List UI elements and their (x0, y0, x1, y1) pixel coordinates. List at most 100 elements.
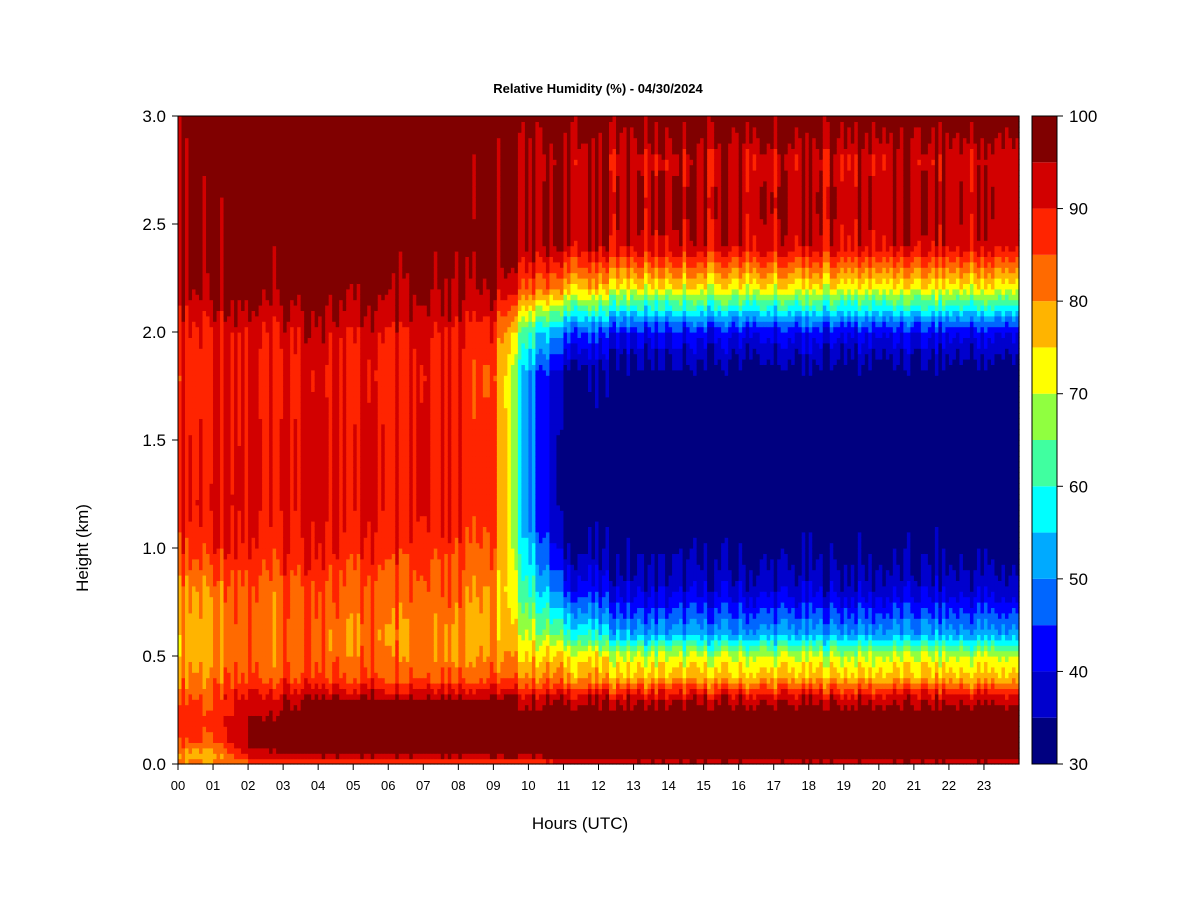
heatmap-cell (199, 278, 204, 284)
heatmap-cell (290, 456, 295, 463)
heatmap-cell (213, 591, 218, 598)
heatmap-cell (181, 191, 186, 198)
heatmap-cell (318, 202, 323, 209)
heatmap-cell (192, 418, 197, 425)
heatmap-cell (286, 531, 291, 538)
heatmap-cell (272, 391, 277, 398)
heatmap-cell (185, 715, 190, 722)
heatmap-cell (318, 191, 323, 198)
heatmap-cell (223, 602, 228, 608)
heatmap-cell (230, 710, 235, 716)
heatmap-cell (213, 450, 218, 457)
heatmap-cell (297, 153, 302, 160)
heatmap-cell (227, 353, 232, 360)
heatmap-cell (283, 310, 288, 317)
heatmap-cell (265, 229, 270, 236)
heatmap-cell (300, 434, 305, 441)
heatmap-cell (181, 116, 186, 122)
heatmap-cell (188, 618, 193, 625)
heatmap-cell (311, 558, 316, 565)
heatmap-cell (244, 283, 249, 290)
heatmap-cell (290, 310, 295, 317)
heatmap-cell (181, 553, 186, 560)
heatmap-cell (314, 353, 319, 360)
heatmap-cell (286, 575, 291, 581)
heatmap-cell (216, 704, 221, 711)
heatmap-cell (262, 720, 267, 727)
heatmap-cell (314, 321, 319, 328)
heatmap-cell (206, 456, 211, 463)
heatmap-cell (318, 693, 323, 700)
heatmap-cell (286, 180, 291, 187)
heatmap-cell (244, 213, 249, 220)
heatmap-cell (188, 488, 193, 495)
heatmap-cell (314, 656, 319, 662)
heatmap-cell (178, 326, 183, 333)
heatmap-cell (230, 602, 235, 608)
heatmap-cell (192, 537, 197, 544)
heatmap-cell (297, 672, 302, 679)
heatmap-cell (251, 542, 256, 549)
heatmap-cell (185, 143, 190, 149)
heatmap-cell (251, 251, 256, 257)
heatmap-cell (227, 623, 232, 630)
heatmap-cell (178, 742, 183, 749)
heatmap-cell (311, 402, 316, 409)
heatmap-cell (255, 488, 260, 495)
heatmap-cell (209, 693, 214, 700)
heatmap-cell (276, 143, 281, 149)
heatmap-cell (192, 553, 197, 560)
heatmap-cell (248, 413, 253, 419)
heatmap-cell (304, 116, 309, 122)
heatmap-cell (237, 450, 242, 457)
heatmap-cell (258, 305, 263, 311)
heatmap-cell (216, 294, 221, 301)
heatmap-cell (265, 558, 270, 565)
heatmap-cell (297, 602, 302, 608)
heatmap-cell (178, 634, 183, 641)
heatmap-cell (262, 445, 267, 452)
heatmap-cell (304, 326, 309, 333)
heatmap-cell (258, 715, 263, 722)
heatmap-cell (279, 229, 284, 236)
heatmap-cell (314, 413, 319, 419)
heatmap-cell (202, 537, 207, 544)
heatmap-cell (178, 639, 183, 646)
heatmap-cell (209, 618, 214, 625)
heatmap-cell (293, 148, 298, 155)
heatmap-cell (188, 472, 193, 479)
heatmap-cell (202, 683, 207, 689)
heatmap-cell (209, 666, 214, 673)
heatmap-cell (209, 137, 214, 144)
heatmap-cell (195, 742, 200, 749)
heatmap-cell (220, 423, 225, 430)
heatmap-cell (300, 191, 305, 198)
heatmap-cell (258, 143, 263, 149)
heatmap-cell (188, 720, 193, 727)
heatmap-cell (230, 321, 235, 328)
heatmap-cell (181, 186, 186, 193)
heatmap-cell (213, 143, 218, 149)
heatmap-cell (241, 207, 246, 214)
heatmap-cell (199, 137, 204, 144)
heatmap-cell (237, 191, 242, 198)
heatmap-cell (258, 742, 263, 749)
heatmap-cell (251, 521, 256, 527)
heatmap-cell (283, 477, 288, 484)
heatmap-cell (192, 747, 197, 754)
heatmap-cell (216, 742, 221, 749)
heatmap-cell (241, 720, 246, 727)
heatmap-cell (311, 418, 316, 425)
heatmap-cell (216, 666, 221, 673)
heatmap-cell (255, 143, 260, 149)
heatmap-cell (318, 450, 323, 457)
heatmap-cell (269, 542, 274, 549)
heatmap-cell (262, 623, 267, 630)
heatmap-cell (241, 299, 246, 306)
heatmap-cell (290, 720, 295, 727)
heatmap-cell (178, 429, 183, 436)
heatmap-cell (206, 477, 211, 484)
heatmap-cell (290, 245, 295, 252)
heatmap-cell (241, 278, 246, 284)
heatmap-cell (318, 699, 323, 706)
